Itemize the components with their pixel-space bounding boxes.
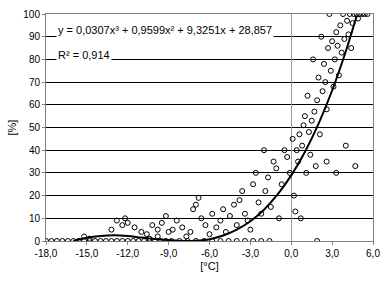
svg-text:[°C]: [°C] <box>200 260 218 272</box>
svg-text:-15,0: -15,0 <box>75 248 98 259</box>
svg-text:0,0: 0,0 <box>284 248 298 259</box>
svg-text:0: 0 <box>34 236 40 247</box>
svg-text:-18,0: -18,0 <box>35 248 58 259</box>
svg-text:40: 40 <box>29 145 41 156</box>
svg-text:-6,0: -6,0 <box>201 248 219 259</box>
svg-text:-9,0: -9,0 <box>160 248 178 259</box>
svg-text:50: 50 <box>29 122 41 133</box>
svg-text:6,0: 6,0 <box>366 248 380 259</box>
svg-text:90: 90 <box>29 31 41 42</box>
svg-text:60: 60 <box>29 99 41 110</box>
svg-text:10: 10 <box>29 213 41 224</box>
svg-text:-12,0: -12,0 <box>116 248 139 259</box>
svg-text:20: 20 <box>29 190 41 201</box>
svg-text:80: 80 <box>29 54 41 65</box>
svg-text:70: 70 <box>29 77 41 88</box>
svg-text:30: 30 <box>29 167 41 178</box>
svg-text:100: 100 <box>23 9 40 20</box>
svg-text:3,0: 3,0 <box>325 248 339 259</box>
svg-text:-3,0: -3,0 <box>242 248 260 259</box>
svg-text:R² = 0,914: R² = 0,914 <box>58 49 110 61</box>
svg-text:[%]: [%] <box>6 120 18 136</box>
svg-text:y = 0,0307x³ + 0,9599x² + 9,32: y = 0,0307x³ + 0,9599x² + 9,3251x + 28,8… <box>58 24 272 36</box>
